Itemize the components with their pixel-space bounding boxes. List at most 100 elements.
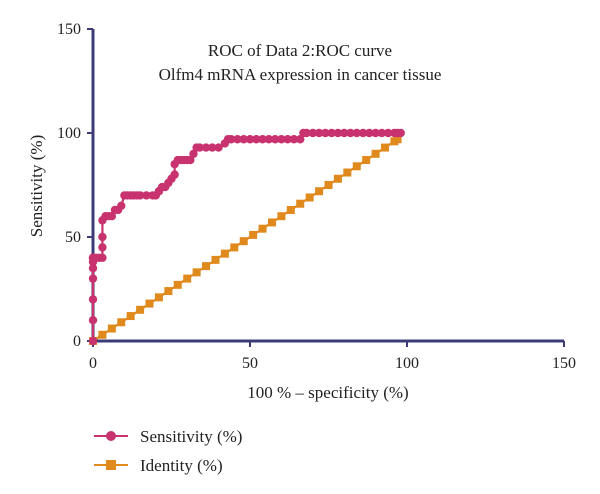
legend: Sensitivity (%) Identity (%)	[94, 427, 242, 475]
data-point-square	[286, 205, 295, 214]
data-point-circle	[365, 128, 374, 138]
data-point-circle	[226, 135, 236, 144]
data-point-square	[296, 199, 305, 208]
data-point-circle	[88, 264, 98, 273]
data-point-circle	[270, 135, 280, 144]
chart-subtitle: Olfm4 mRNA expression in cancer tissue	[159, 65, 442, 84]
data-point-square	[393, 135, 402, 144]
x-axis-label: 100 % – specificity (%)	[247, 383, 408, 402]
data-point-square	[154, 293, 163, 302]
legend-label-identity: Identity (%)	[140, 456, 223, 475]
data-point-circle	[201, 143, 211, 152]
data-point-square	[126, 312, 135, 321]
data-point-circle	[117, 201, 126, 210]
data-point-square	[362, 156, 371, 165]
data-point-circle	[214, 143, 223, 152]
data-point-square	[267, 218, 276, 227]
data-point-square	[145, 299, 154, 308]
x-tick-label: 100	[395, 355, 419, 372]
data-point-square	[192, 268, 201, 277]
data-point-circle	[377, 128, 387, 138]
data-point-square	[239, 237, 248, 246]
data-point-circle	[98, 253, 107, 262]
data-point-circle	[396, 128, 405, 138]
data-point-circle	[208, 143, 217, 152]
data-point-circle	[283, 135, 292, 144]
data-point-square	[324, 181, 333, 189]
legend-item-sensitivity: Sensitivity (%)	[94, 427, 242, 446]
data-point-circle	[88, 316, 98, 325]
data-point-square	[381, 143, 390, 152]
legend-marker-circle	[106, 431, 116, 441]
data-point-circle	[371, 128, 380, 138]
data-point-circle	[88, 336, 98, 346]
data-point-circle	[302, 128, 311, 138]
data-point-circle	[245, 135, 255, 144]
data-point-circle	[233, 135, 242, 144]
data-point-circle	[186, 155, 195, 165]
data-point-square	[371, 149, 380, 158]
data-point-square	[211, 255, 220, 264]
x-tick-label: 150	[552, 355, 576, 372]
data-point-square	[98, 330, 107, 339]
data-point-circle	[142, 191, 151, 200]
data-point-circle	[252, 135, 261, 144]
series-identity	[89, 135, 402, 345]
legend-item-identity: Identity (%)	[94, 456, 223, 475]
y-tick-label: 150	[57, 21, 81, 38]
data-point-circle	[135, 191, 145, 200]
data-point-square	[249, 230, 258, 239]
data-point-square	[136, 305, 145, 314]
x-tick-label: 0	[89, 355, 97, 372]
data-point-square	[352, 162, 361, 171]
data-point-circle	[308, 128, 317, 138]
x-tick-label: 50	[242, 355, 258, 372]
legend-label-sensitivity: Sensitivity (%)	[140, 427, 242, 446]
data-point-square	[230, 243, 239, 252]
data-point-circle	[352, 128, 361, 138]
data-point-circle	[321, 128, 330, 138]
data-point-circle	[98, 232, 107, 242]
data-point-square	[305, 193, 314, 202]
data-point-circle	[289, 135, 299, 144]
data-point-square	[220, 249, 229, 258]
data-point-circle	[258, 135, 267, 144]
data-point-circle	[264, 135, 274, 144]
data-point-square	[107, 324, 116, 333]
series-layer	[88, 128, 405, 346]
data-point-circle	[314, 128, 324, 138]
data-point-circle	[383, 128, 393, 138]
data-point-square	[333, 174, 342, 183]
data-point-square	[277, 212, 286, 221]
data-point-square	[315, 187, 324, 196]
data-point-circle	[195, 143, 204, 152]
data-point-square	[117, 318, 126, 327]
data-point-circle	[88, 274, 98, 283]
y-tick-label: 0	[73, 333, 81, 350]
data-point-square	[202, 262, 211, 271]
data-point-square	[258, 224, 267, 233]
data-point-circle	[107, 212, 117, 221]
data-point-circle	[358, 128, 368, 138]
y-tick-label: 50	[65, 229, 81, 246]
data-point-circle	[239, 135, 248, 144]
data-point-circle	[98, 243, 107, 252]
data-point-circle	[88, 295, 98, 304]
data-point-circle	[346, 128, 355, 138]
data-point-circle	[333, 128, 343, 138]
data-point-circle	[170, 170, 179, 179]
data-point-square	[183, 274, 192, 283]
series-line	[92, 138, 399, 342]
data-point-circle	[277, 135, 286, 144]
series-sensitivity	[88, 128, 405, 346]
y-axis-label: Sensitivity (%)	[27, 135, 46, 237]
chart-title: ROC of Data 2:ROC curve	[208, 41, 392, 60]
data-point-circle	[340, 128, 349, 138]
data-point-square	[173, 280, 182, 289]
y-tick-label: 100	[57, 125, 81, 142]
data-point-circle	[327, 128, 336, 138]
data-point-circle	[296, 135, 305, 144]
data-point-circle	[189, 149, 198, 158]
legend-marker-square	[106, 460, 116, 470]
